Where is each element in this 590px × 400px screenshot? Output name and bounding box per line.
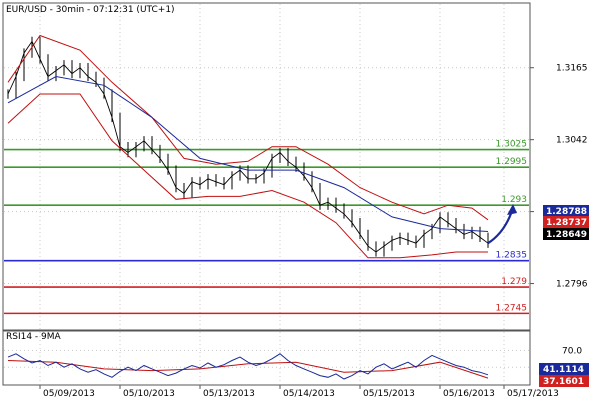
price-tag-box-1 — [543, 216, 589, 228]
x-axis: 05/09/2013 05/10/2013 05/13/2013 05/14/2013… — [39, 385, 559, 399]
price-tag-box-2 — [543, 228, 589, 240]
level-label-1: 1.2995 — [496, 157, 528, 167]
rsi-tag-0: 41.1114 — [543, 365, 584, 375]
xtick-label-5: 05/16/2013 — [443, 389, 495, 399]
price-ytick-label-3: 1.2796 — [556, 280, 588, 290]
level-label-4: 1.279 — [501, 277, 527, 287]
horizontal-levels: 1.3025 1.2995 1.293 1.2835 1.279 1.2745 — [4, 140, 529, 315]
price-tag-box-0 — [543, 205, 589, 217]
bollinger-lower — [7, 93, 488, 259]
chart-title: EUR/USD - 30min - 07:12:31 (UTC+1) — [6, 5, 175, 15]
close-line — [7, 40, 489, 253]
bollinger-upper — [7, 34, 489, 221]
rsi-ma-line — [7, 360, 489, 379]
rsi-panel-frame — [2, 330, 531, 386]
level-label-2: 1.293 — [501, 195, 527, 205]
level-label-3: 1.2835 — [496, 251, 528, 261]
rsi-grid — [4, 332, 529, 384]
forecast-arrow-head — [507, 204, 517, 216]
price-tag-2: 1.28649 — [546, 230, 587, 240]
rsi-tag-1: 37.1601 — [543, 377, 584, 387]
xtick-label-0: 05/09/2013 — [43, 389, 95, 399]
moving-average — [7, 75, 489, 232]
level-label-0: 1.3025 — [496, 140, 528, 150]
xtick-label-6: 05/17/2013 — [507, 389, 559, 399]
price-tag-0: 1.28788 — [546, 207, 587, 217]
price-series — [7, 34, 517, 259]
xtick-label-2: 05/13/2013 — [203, 389, 255, 399]
rsi-title: RSI14 - 9MA — [6, 332, 62, 342]
rsi-line — [7, 353, 489, 380]
rsi-series — [7, 353, 489, 380]
rsi-tag-box-0 — [539, 363, 589, 375]
xtick-label-1: 05/10/2013 — [123, 389, 175, 399]
price-ytick-label-0: 1.3165 — [556, 64, 588, 74]
price-tag-1: 1.28737 — [546, 218, 587, 228]
price-ytick-label-1: 1.3042 — [556, 136, 588, 146]
xtick-label-4: 05/15/2013 — [363, 389, 415, 399]
xtick-label-3: 05/14/2013 — [283, 389, 335, 399]
rsi-tag-box-1 — [539, 375, 589, 387]
forecast-arrow — [487, 210, 514, 245]
level-label-5: 1.2745 — [496, 303, 528, 313]
rsi-ytick-label-0: 70.0 — [562, 346, 582, 356]
